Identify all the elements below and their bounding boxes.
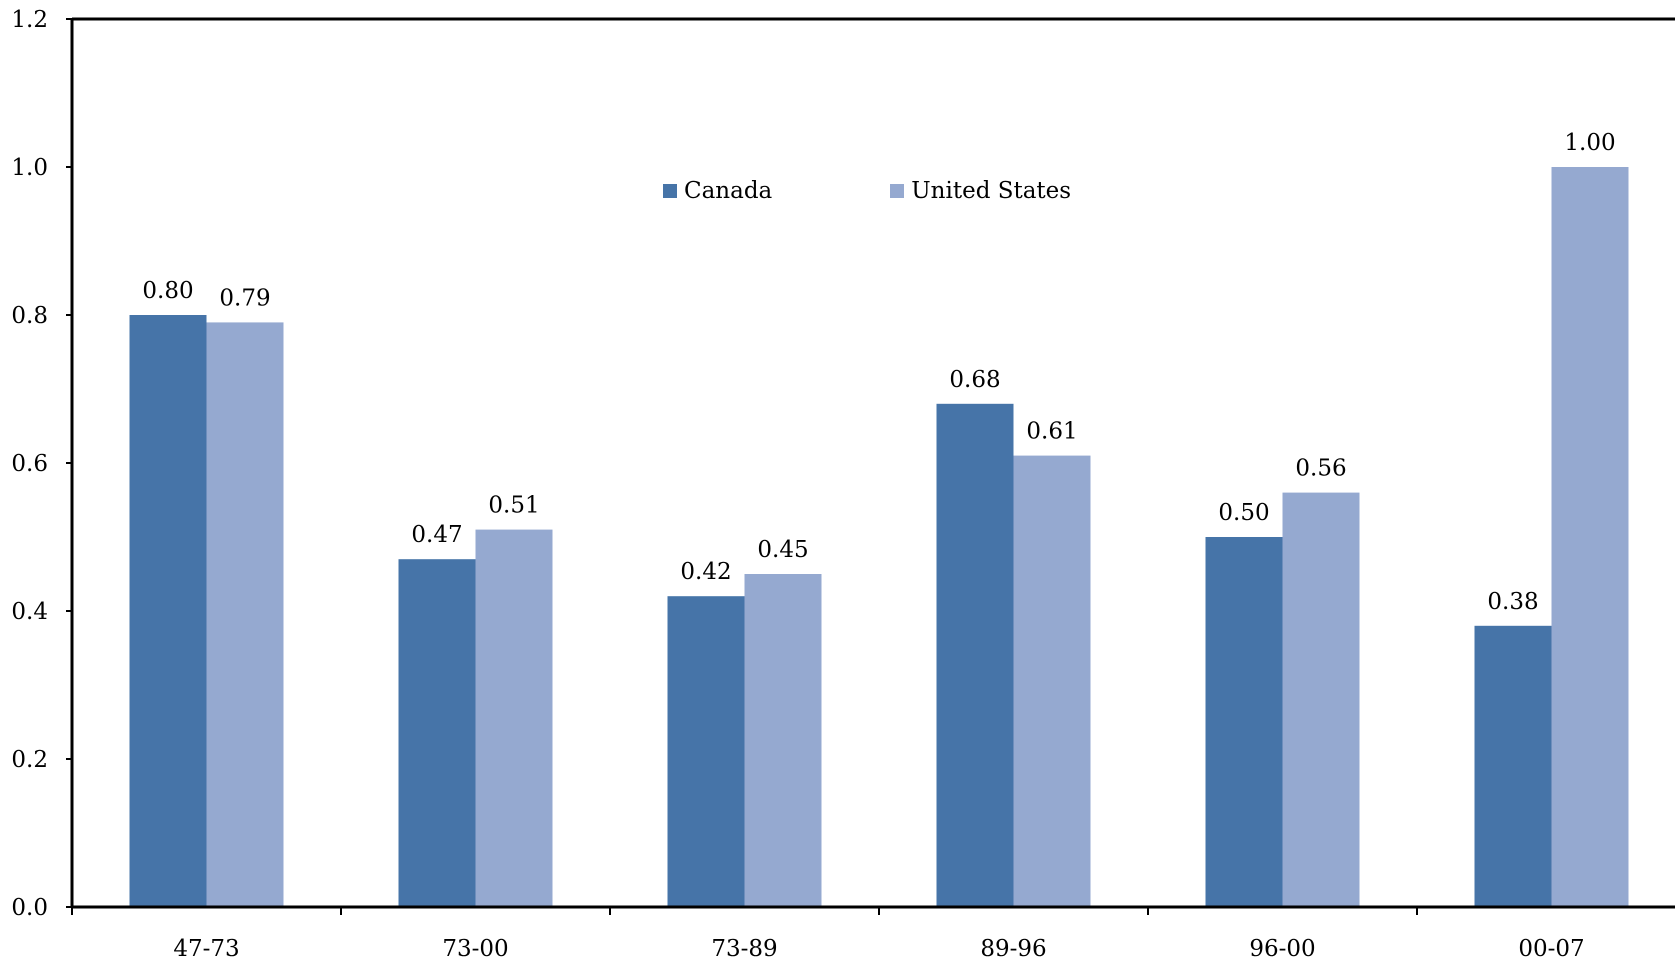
x-tick-label: 89-96: [980, 936, 1046, 961]
data-label: 0.56: [1295, 456, 1346, 482]
bar-united-states: [1551, 167, 1629, 907]
data-label: 1.00: [1564, 130, 1615, 156]
y-tick-label: 1.2: [11, 7, 48, 33]
data-label: 0.47: [411, 522, 462, 548]
bar-united-states: [1282, 492, 1360, 907]
bar-canada: [667, 596, 745, 907]
legend-swatch-canada: [663, 184, 677, 198]
legend-label-canada: Canada: [684, 178, 773, 204]
data-label: 0.45: [757, 537, 808, 563]
data-label: 0.38: [1487, 589, 1538, 615]
data-label: 0.68: [949, 367, 1000, 393]
legend-swatch-united-states: [890, 184, 905, 198]
y-tick-label: 0.8: [11, 303, 48, 329]
data-label: 0.42: [680, 559, 731, 585]
bar-united-states: [1013, 455, 1091, 907]
y-tick-label: 0.0: [11, 895, 48, 921]
x-tick-label: 73-89: [711, 936, 777, 961]
data-label: 0.61: [1026, 419, 1077, 445]
data-label: 0.51: [488, 493, 539, 519]
legend-item-canada: Canada: [663, 178, 772, 204]
bar-united-states: [206, 322, 284, 907]
data-label: 0.79: [219, 285, 270, 311]
legend-item-united-states: United States: [890, 178, 1071, 204]
x-tick-label: 00-07: [1518, 936, 1584, 961]
legend: Canada United States: [663, 178, 1071, 204]
data-label: 0.50: [1218, 500, 1269, 526]
x-tick-label: 73-00: [442, 936, 508, 961]
bar-canada: [129, 315, 207, 907]
y-tick-label: 0.4: [11, 599, 48, 625]
bar-canada: [398, 559, 476, 907]
x-tick-label: 47-73: [173, 936, 239, 961]
y-tick-label: 1.0: [11, 155, 48, 181]
bar-united-states: [475, 529, 553, 907]
bar-canada: [1474, 625, 1552, 907]
data-label: 0.80: [142, 278, 193, 304]
y-tick-label: 0.6: [11, 451, 48, 477]
legend-label-united-states: United States: [911, 178, 1072, 204]
bar-united-states: [744, 574, 822, 907]
y-tick-label: 0.2: [11, 747, 48, 773]
x-tick-label: 96-00: [1249, 936, 1315, 961]
bar-canada: [936, 403, 1014, 907]
bar-canada: [1205, 537, 1283, 907]
